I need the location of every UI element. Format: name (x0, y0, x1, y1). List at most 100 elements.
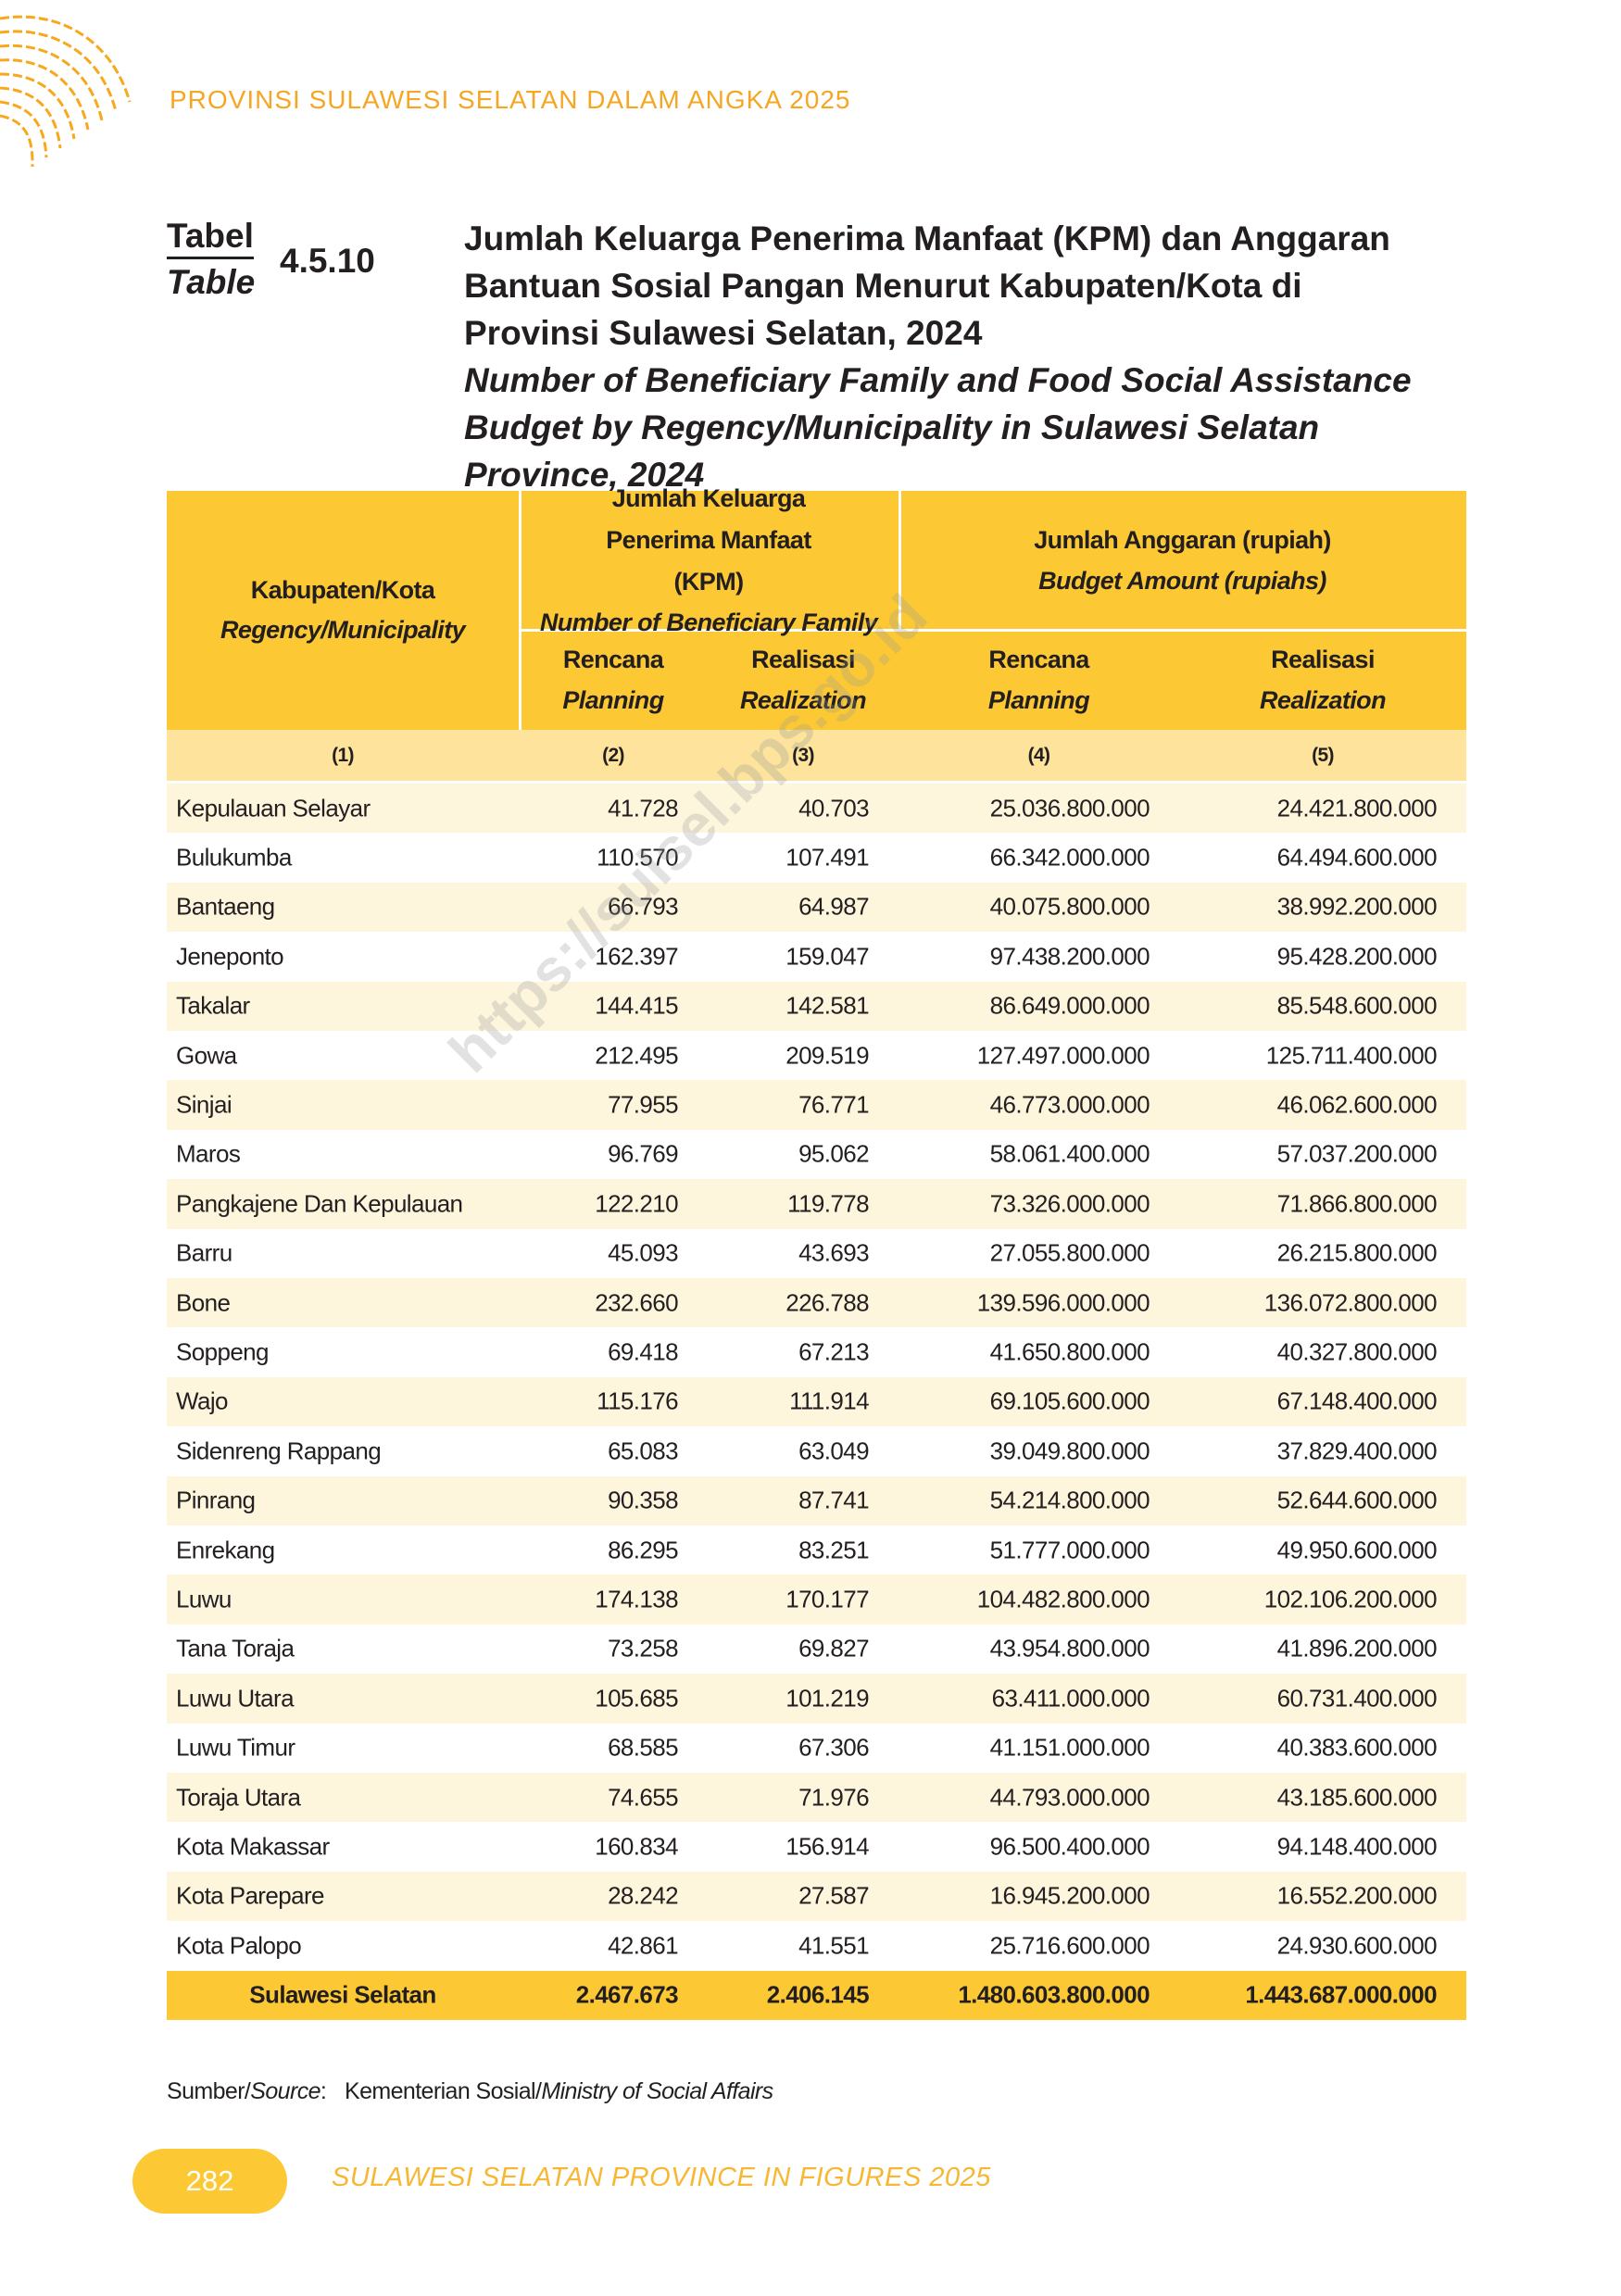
table-value: 156.914 (785, 1832, 869, 1861)
header-cell: Rencana Planning (519, 631, 708, 730)
table-label-en: Table (167, 263, 256, 301)
table-value: 49.950.600.000 (1276, 1536, 1438, 1564)
table-value: 41.551 (798, 1931, 870, 1960)
footer-title: SULAWESI SELATAN PROVINCE IN FIGURES 202… (332, 2163, 991, 2192)
table-value: 25.716.600.000 (989, 1931, 1150, 1960)
table-value: 43.693 (798, 1238, 870, 1267)
table-row: Tana Toraja 73.258 69.827 43.954.800.000 41.… (167, 1624, 1466, 1675)
corner-swoosh (0, 15, 132, 168)
header-text: Rencana (988, 646, 1089, 674)
table-value: 125.711.400.000 (1265, 1041, 1438, 1070)
table-value: 41.151.000.000 (989, 1733, 1150, 1762)
table-value: 104.482.800.000 (976, 1585, 1150, 1613)
table-value: 105.685 (595, 1684, 678, 1713)
header-cell: Realisasi Realization (1179, 631, 1466, 730)
header-cell: Kabupaten/Kota Regency/Municipality (167, 491, 519, 730)
table-value: 16.552.200.000 (1276, 1881, 1438, 1910)
table-value: 63.411.000.000 (991, 1684, 1150, 1713)
table-value: 71.866.800.000 (1276, 1189, 1438, 1218)
table-value: 41.896.200.000 (1276, 1634, 1438, 1662)
table-value: 86.295 (608, 1536, 679, 1564)
column-number: (4) (1027, 744, 1050, 766)
table-row: Bone 232.660 226.788 139.596.000.000 136.072… (167, 1278, 1466, 1328)
table-row: Kepulauan Selayar 41.728 40.703 25.036.800.… (167, 784, 1466, 834)
region-name: Sidenreng Rappang (176, 1437, 382, 1465)
table-value: 174.138 (595, 1585, 678, 1613)
source: Sumber/Source: (167, 2078, 327, 2105)
table-row: Luwu Timur 68.585 67.306 41.151.000.000 40.3… (167, 1723, 1466, 1773)
title-line-id: Jumlah Keluarga Penerima Manfaat (KPM) d… (464, 220, 1390, 257)
column-number-bg (167, 730, 1466, 781)
table-value: 39.049.800.000 (989, 1437, 1150, 1465)
header-text: Planning (562, 685, 664, 714)
page-number: 282 (132, 2149, 287, 2214)
table-row: Gowa 212.495 209.519 127.497.000.000 125.711… (167, 1031, 1466, 1081)
table-value: 69.105.600.000 (989, 1386, 1150, 1415)
table-value: 170.177 (785, 1585, 869, 1613)
source-label: Sumber/ (167, 2078, 251, 2104)
table-value: 87.741 (798, 1486, 870, 1514)
table-value: 90.358 (608, 1486, 679, 1514)
table-value: 226.788 (785, 1288, 869, 1317)
table-value: 212.495 (595, 1041, 678, 1070)
source-value: Kementerian Sosial/Ministry of Social Af… (345, 2078, 773, 2105)
region-name: Tana Toraja (176, 1634, 295, 1662)
header-text: Regency/Municipality (220, 616, 466, 644)
table-value: 144.415 (595, 991, 678, 1020)
table-value: 68.585 (608, 1733, 679, 1762)
header-text: Planning (987, 685, 1090, 714)
table-row: Enrekang 86.295 83.251 51.777.000.000 49.950… (167, 1525, 1466, 1575)
table-row: Pangkajene Dan Kepulauan 122.210 119.778 73… (167, 1179, 1466, 1229)
table-value: 115.176 (597, 1386, 678, 1415)
region-name: Takalar (176, 991, 250, 1020)
table-value: 24.421.800.000 (1276, 794, 1438, 822)
header-text: Realisasi (751, 646, 855, 674)
table-row: Takalar 144.415 142.581 86.649.000.000 85.54… (167, 981, 1466, 1031)
table-value: 96.769 (608, 1139, 679, 1168)
region-name: Enrekang (176, 1536, 275, 1564)
column-number: (2) (602, 744, 624, 766)
title-line-en: Budget by Regency/Municipality in Sulawe… (464, 408, 1320, 446)
region-name: Kota Parepare (176, 1881, 324, 1910)
region-name: Bone (176, 1288, 231, 1317)
table-value: 69.827 (798, 1634, 870, 1662)
header-cell: Jumlah Anggaran (rupiah) Budget Amount (r… (898, 491, 1466, 631)
table-row: Luwu Utara 105.685 101.219 63.411.000.000 60… (167, 1674, 1466, 1724)
table-value: 209.519 (785, 1041, 869, 1070)
column-number-row: (1) (2) (3) (4) (5) (167, 730, 1466, 781)
table-value: 28.242 (608, 1881, 679, 1910)
table-row: Kota Parepare 28.242 27.587 16.945.200.000 1… (167, 1871, 1466, 1922)
table-row: Maros 96.769 95.062 58.061.400.000 57.037.20… (167, 1129, 1466, 1180)
table-value: 26.215.800.000 (1276, 1238, 1438, 1267)
table-value: 73.326.000.000 (989, 1189, 1150, 1218)
table-row: Toraja Utara 74.655 71.976 44.793.000.000 43… (167, 1773, 1466, 1823)
region-name: Gowa (176, 1041, 237, 1070)
table-header-bg (167, 491, 1466, 730)
divider (898, 491, 901, 631)
table-value: 2.406.145 (766, 1980, 870, 2009)
title-line-id: Provinsi Sulawesi Selatan, 2024 (464, 314, 983, 352)
table-value: 52.644.600.000 (1276, 1486, 1438, 1514)
table-value: 86.649.000.000 (989, 991, 1150, 1020)
table-value: 46.062.600.000 (1276, 1090, 1438, 1119)
source-separator: : (320, 2078, 327, 2104)
table-row: Bantaeng 66.793 64.987 40.075.800.000 38.992… (167, 882, 1466, 933)
table-row: Barru 45.093 43.693 27.055.800.000 26.215.80… (167, 1228, 1466, 1278)
table-value: 65.083 (608, 1437, 679, 1465)
column-number: (1) (332, 744, 354, 766)
header-text: Kabupaten/Kota (250, 575, 435, 604)
table-value: 127.497.000.000 (976, 1041, 1150, 1070)
total-row: Sulawesi Selatan 2.467.673 2.406.145 1.480.… (167, 1970, 1466, 2020)
table-value: 67.306 (798, 1733, 870, 1762)
table-value: 162.397 (595, 942, 678, 971)
region-name: Kota Palopo (176, 1931, 302, 1960)
table-value: 74.655 (608, 1783, 679, 1812)
table-value: 95.428.200.000 (1276, 942, 1438, 971)
table-value: 1.480.603.800.000 (958, 1980, 1150, 2009)
region-name: Sulawesi Selatan (249, 1980, 436, 2009)
header-text: Budget Amount (rupiahs) (1038, 566, 1326, 595)
table-value: 43.185.600.000 (1276, 1783, 1438, 1812)
table-value: 51.777.000.000 (989, 1536, 1150, 1564)
header-text: Realisasi (1271, 646, 1375, 674)
table-row: Kota Palopo 42.861 41.551 25.716.600.000 24.… (167, 1921, 1466, 1971)
